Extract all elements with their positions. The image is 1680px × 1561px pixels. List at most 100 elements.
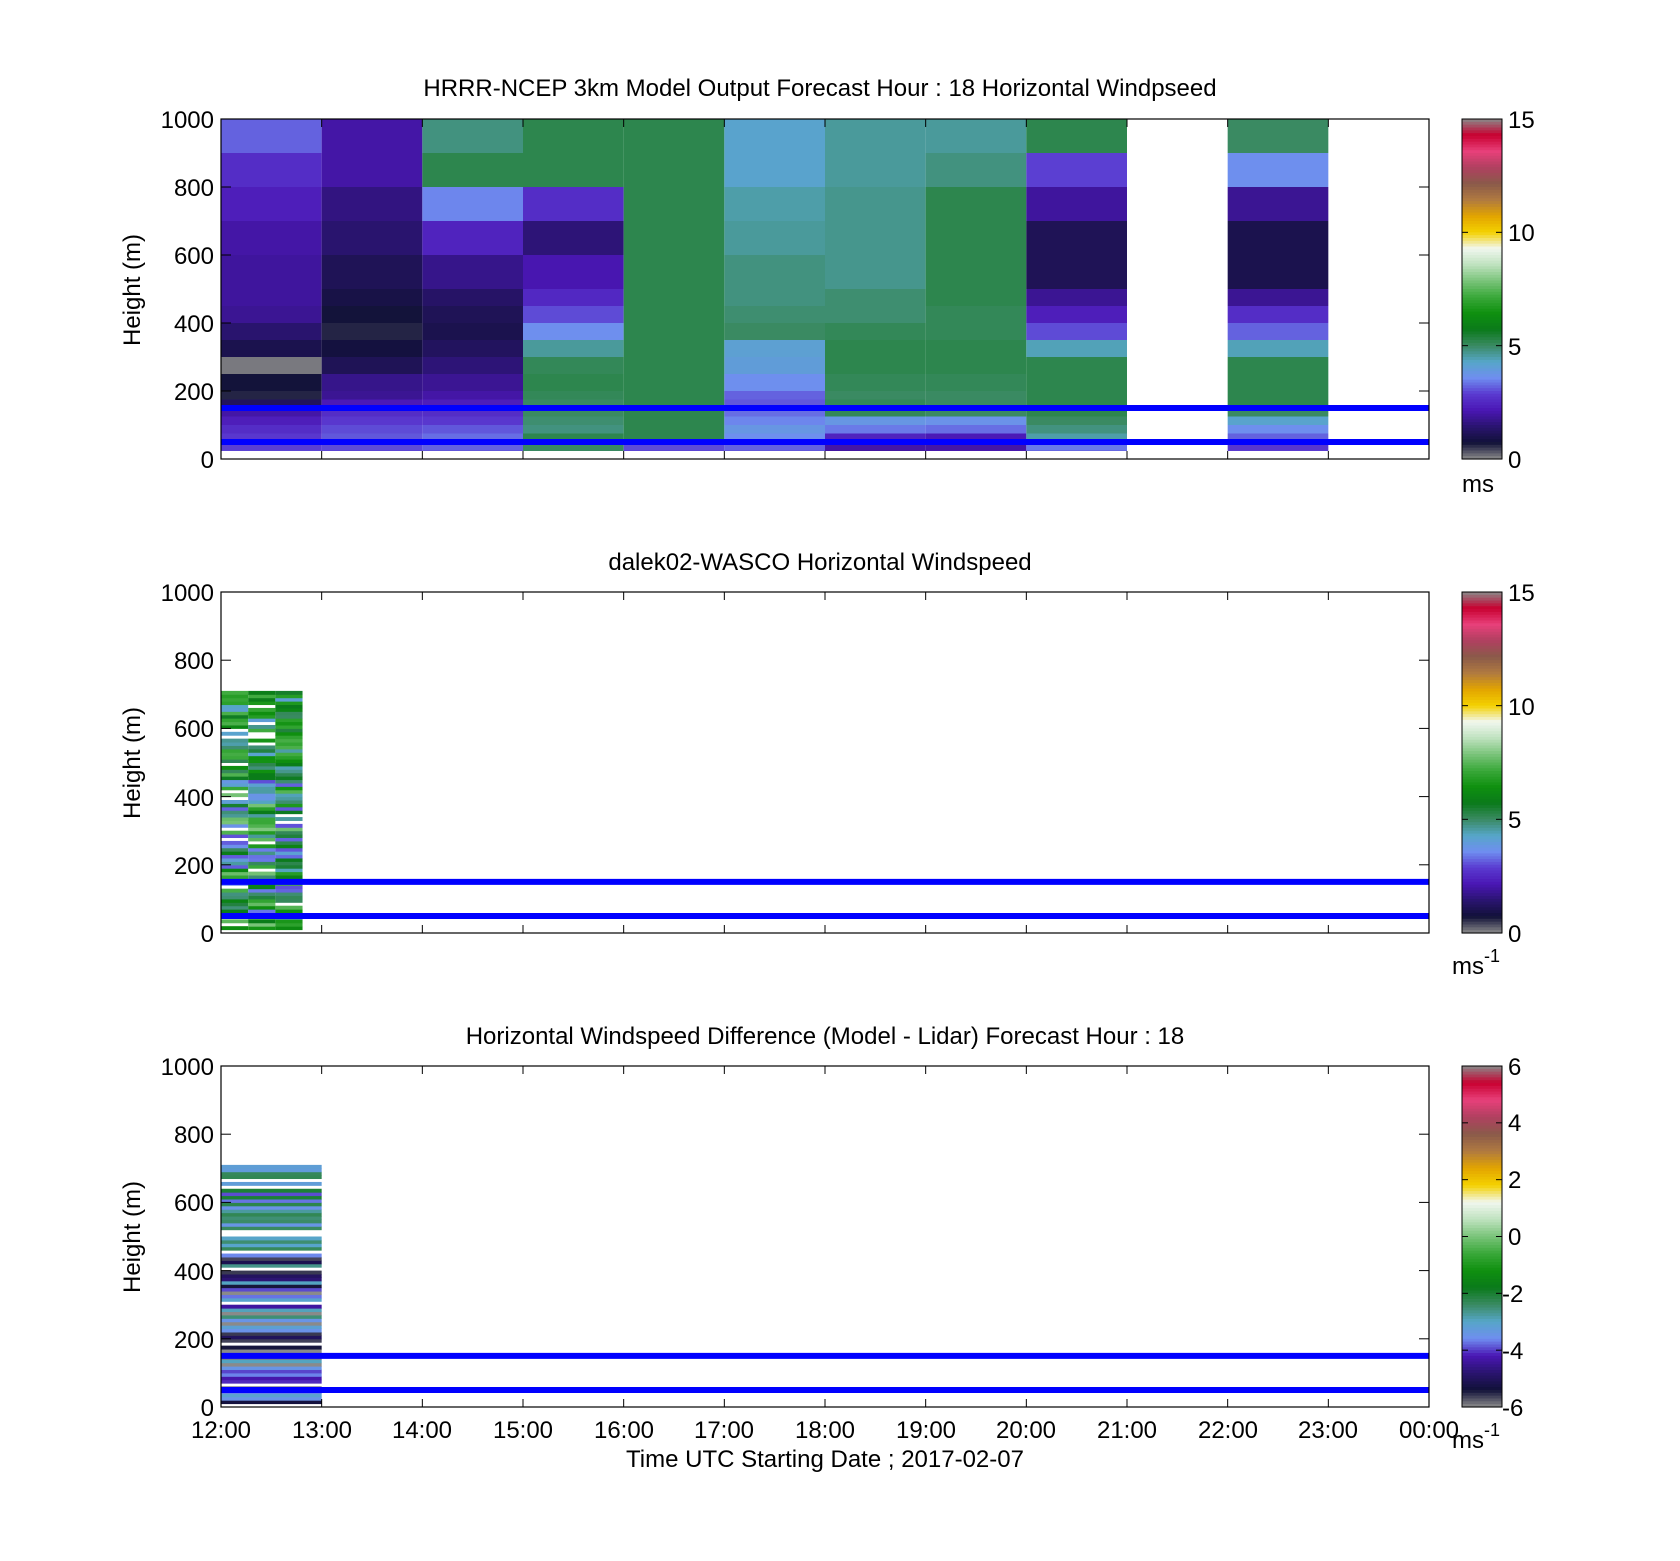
heatmap-cell <box>221 1195 322 1200</box>
heatmap-cell <box>1026 153 1127 187</box>
colorbar-segment <box>1462 634 1502 639</box>
heatmap-cell <box>523 357 624 374</box>
heatmap-cell <box>523 374 624 391</box>
heatmap-cell <box>1227 442 1329 451</box>
heatmap-cell <box>1026 450 1127 451</box>
colorbar-segment <box>1462 337 1502 341</box>
colorbar-segment <box>1462 187 1502 191</box>
heatmap-cell <box>523 425 624 434</box>
colorbar-segment <box>1462 1358 1502 1363</box>
heatmap-cell <box>275 735 303 740</box>
reference-lines <box>221 405 1429 445</box>
heatmap-cell <box>221 1376 322 1381</box>
heatmap-cell <box>248 803 276 808</box>
colorbar-segment <box>1462 1384 1502 1388</box>
colorbar-segment <box>1462 136 1502 140</box>
heatmap-cell <box>275 868 303 873</box>
heatmap-cell <box>275 765 303 770</box>
heatmap-cell <box>825 399 926 408</box>
y-tick-label: 400 <box>174 785 214 812</box>
colorbar-segment <box>1462 1367 1502 1371</box>
heatmap-cell <box>1026 425 1127 434</box>
heatmap-cell <box>321 323 423 340</box>
colorbar-segment <box>1462 779 1502 783</box>
heatmap-cell <box>221 1308 322 1313</box>
colorbar-segment <box>1462 150 1502 154</box>
heatmap-cell <box>422 340 523 357</box>
heatmap-cell <box>825 416 926 425</box>
colorbar-segment <box>1462 708 1502 712</box>
heatmap-cell <box>422 399 523 408</box>
heatmap-cell <box>248 707 276 712</box>
heatmap-cell <box>221 399 322 408</box>
colorbar-segment <box>1462 930 1502 934</box>
colorbar-gradient <box>1462 119 1502 460</box>
heatmap-cell <box>275 755 303 760</box>
colorbar-segment <box>1462 901 1502 906</box>
heatmap-cell <box>275 701 303 706</box>
colorbar-segment <box>1462 793 1502 798</box>
heatmap-cell <box>1227 221 1329 255</box>
heatmap-cell <box>221 357 322 374</box>
colorbar-segment <box>1462 235 1502 239</box>
heatmap-cell <box>275 851 303 856</box>
colorbar-segment <box>1462 172 1502 177</box>
colorbar-segment <box>1462 648 1502 653</box>
colorbar-segment <box>1462 1148 1502 1152</box>
heatmap-cell <box>221 857 249 862</box>
colorbar-segment <box>1462 915 1502 920</box>
colorbar-segment <box>1462 1182 1502 1186</box>
colorbar-segment <box>1462 164 1502 168</box>
heatmap-cell <box>724 289 825 306</box>
x-tick-label: 17:00 <box>694 1417 754 1444</box>
colorbar-segment <box>1462 788 1502 792</box>
heatmap-cell <box>221 1396 322 1401</box>
colorbar-segment <box>1462 617 1502 622</box>
colorbar-segment <box>1462 734 1502 738</box>
heatmap-cell <box>248 827 276 832</box>
colorbar-segment <box>1462 884 1502 889</box>
heatmap-cell <box>523 323 624 340</box>
colorbar-segment <box>1462 680 1502 684</box>
heatmap-cell <box>724 408 825 417</box>
colorbar-segment <box>1462 1341 1502 1346</box>
heatmap-cell <box>422 221 523 255</box>
heatmap-cell <box>275 919 303 924</box>
colorbar-segment <box>1462 405 1502 409</box>
heatmap-cell <box>1026 433 1127 442</box>
colorbar-segment <box>1462 374 1502 378</box>
heatmap-cell <box>248 759 276 763</box>
heatmap-cell <box>221 450 322 451</box>
colorbar-segment <box>1462 331 1502 335</box>
colorbar: 0 5 10 15 ms <box>1461 107 1535 498</box>
heatmap-cell <box>523 187 624 221</box>
colorbar-segment <box>1462 133 1502 137</box>
heatmap-cell <box>248 817 276 821</box>
colorbar-segment <box>1462 212 1502 216</box>
colorbar-segment <box>1462 204 1502 208</box>
heatmap-cell <box>321 255 423 289</box>
heatmap-cell <box>275 772 303 777</box>
heatmap-cell <box>623 221 725 255</box>
colorbar-unit-exponent: -1 <box>1484 946 1500 966</box>
colorbar-segment <box>1462 1088 1502 1093</box>
heatmap-cell <box>275 834 303 839</box>
colorbar-segment <box>1462 1335 1502 1340</box>
heatmap-cell <box>275 690 303 695</box>
heatmap-cell <box>248 800 276 804</box>
colorbar-segment <box>1462 859 1502 863</box>
colorbar-segment <box>1462 1316 1502 1320</box>
heatmap-cell <box>1227 450 1329 451</box>
colorbar-segment <box>1462 1236 1502 1240</box>
colorbar-segment <box>1462 427 1502 432</box>
y-axis-label: Height (m) <box>119 707 146 819</box>
heatmap-cell <box>523 306 624 323</box>
colorbar-tick-label: 10 <box>1508 220 1535 247</box>
heatmap-cell <box>321 153 423 187</box>
heatmap-cell <box>275 724 303 729</box>
heatmap-cell <box>221 871 249 876</box>
heatmap-cell <box>1227 187 1329 221</box>
colorbar-segment <box>1462 1372 1502 1377</box>
heatmap-cell <box>221 153 322 187</box>
colorbar-frame <box>1461 591 1503 934</box>
